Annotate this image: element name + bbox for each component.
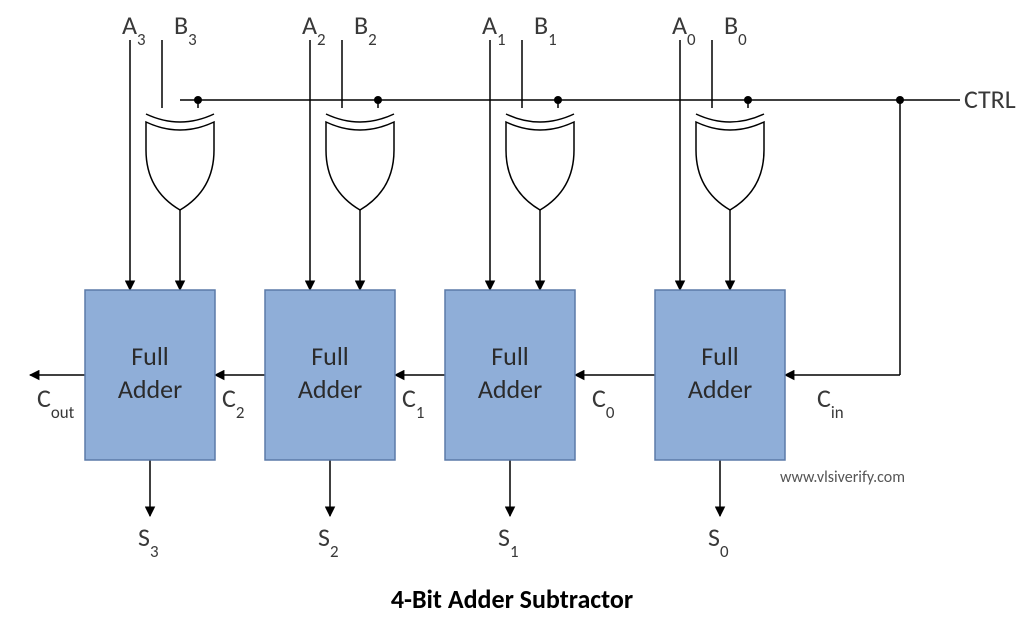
svg-text:Cin: Cin <box>817 382 844 423</box>
svg-text:Cout: Cout <box>37 382 75 423</box>
svg-text:Full: Full <box>131 340 169 372</box>
adder-subtractor-diagram: FullAdderFullAdderFullAdderFullAdder A3B… <box>0 0 1024 628</box>
svg-text:Full: Full <box>491 340 529 372</box>
svg-text:B3: B3 <box>174 9 197 50</box>
svg-text:S0: S0 <box>708 521 729 562</box>
svg-text:A2: A2 <box>302 9 326 50</box>
svg-text:www.vlsiverify.com: www.vlsiverify.com <box>780 468 905 487</box>
svg-text:S2: S2 <box>318 521 339 562</box>
xor-gate <box>696 122 764 210</box>
svg-text:Adder: Adder <box>688 373 752 405</box>
svg-text:C2: C2 <box>222 382 244 423</box>
svg-text:A0: A0 <box>672 9 696 50</box>
xor-gate <box>146 122 214 210</box>
xor-gate <box>506 122 574 210</box>
svg-text:Full: Full <box>701 340 739 372</box>
svg-text:4-Bit Adder Subtractor: 4-Bit Adder Subtractor <box>391 583 633 615</box>
svg-text:C1: C1 <box>402 382 424 423</box>
svg-text:B1: B1 <box>534 9 557 50</box>
svg-text:S3: S3 <box>138 521 159 562</box>
xor-gate <box>326 122 394 210</box>
svg-text:S1: S1 <box>498 521 519 562</box>
svg-text:A3: A3 <box>122 9 146 50</box>
svg-text:Full: Full <box>311 340 349 372</box>
svg-text:B2: B2 <box>354 9 377 50</box>
svg-text:Adder: Adder <box>118 373 182 405</box>
svg-text:Adder: Adder <box>298 373 362 405</box>
svg-text:CTRL: CTRL <box>964 83 1016 115</box>
svg-text:A1: A1 <box>482 9 506 50</box>
svg-text:Adder: Adder <box>478 373 542 405</box>
svg-text:B0: B0 <box>724 9 747 50</box>
svg-text:C0: C0 <box>592 382 615 423</box>
